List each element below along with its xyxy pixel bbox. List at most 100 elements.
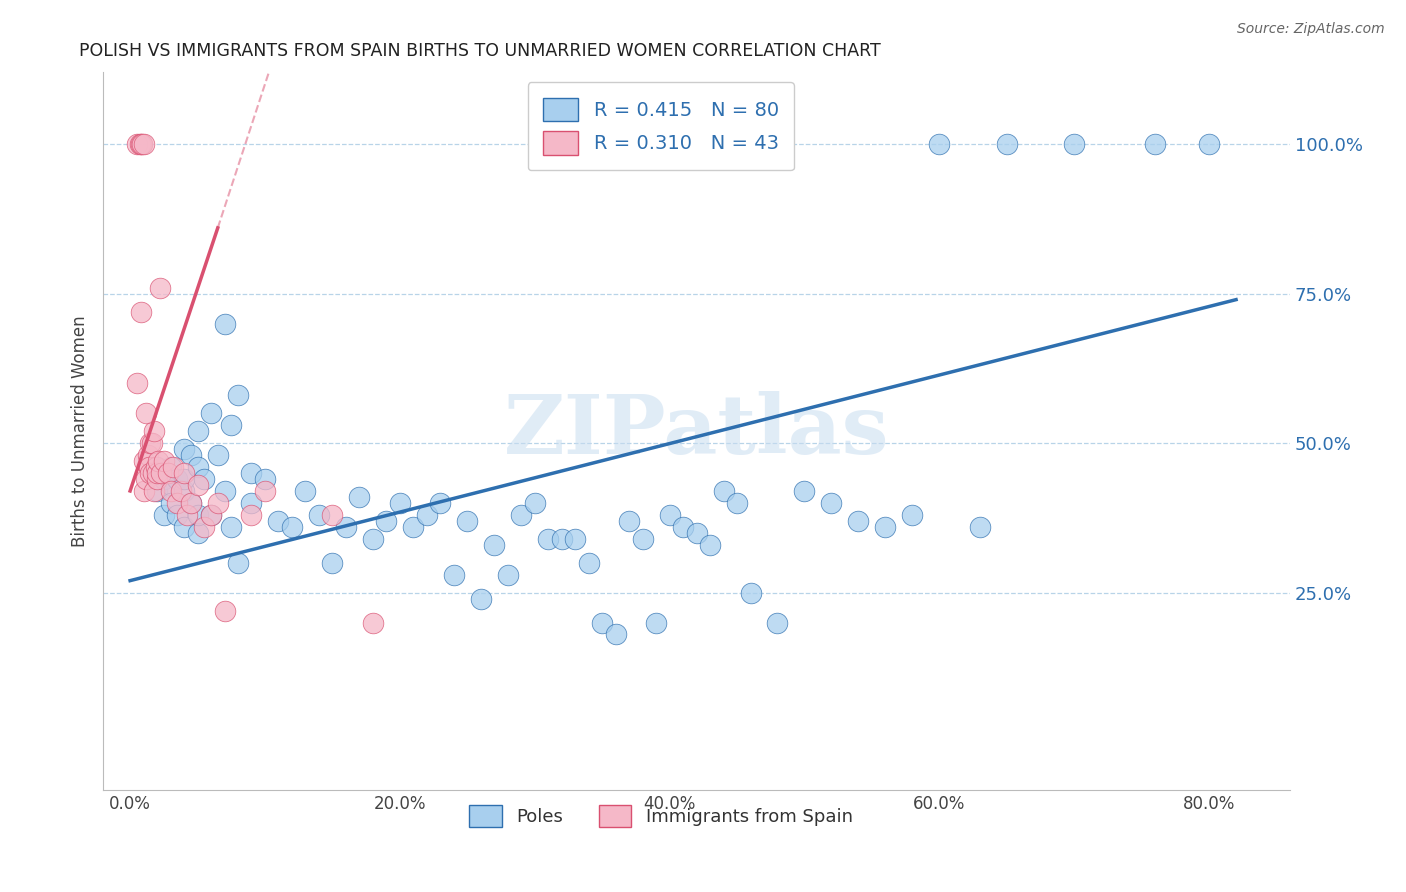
Point [186, 525, 208, 540]
Point [153, 454, 176, 468]
Point [186, 424, 208, 438]
Point [429, 496, 451, 510]
Point [375, 514, 398, 528]
Point [1144, 137, 1167, 152]
Point [484, 538, 506, 552]
Point [725, 496, 748, 510]
Point [159, 478, 181, 492]
Point [207, 448, 229, 462]
Point [820, 496, 842, 510]
Point [470, 591, 492, 606]
Point [388, 496, 411, 510]
Point [143, 483, 166, 498]
Point [226, 388, 249, 402]
Point [136, 448, 159, 462]
Point [901, 508, 924, 522]
Point [146, 472, 169, 486]
Point [186, 460, 208, 475]
Point [214, 483, 236, 498]
Point [162, 460, 184, 475]
Point [672, 520, 695, 534]
Point [766, 615, 789, 630]
Point [253, 472, 276, 486]
Point [214, 603, 236, 617]
Y-axis label: Births to Unmarried Women: Births to Unmarried Women [72, 316, 89, 547]
Point [537, 532, 560, 546]
Point [159, 483, 181, 498]
Point [591, 615, 613, 630]
Point [166, 472, 188, 486]
Point [713, 483, 735, 498]
Point [617, 514, 640, 528]
Point [146, 483, 169, 498]
Point [496, 567, 519, 582]
Point [645, 615, 668, 630]
Point [135, 406, 157, 420]
Point [159, 460, 181, 475]
Point [132, 483, 155, 498]
Point [180, 496, 202, 510]
Point [129, 137, 152, 152]
Point [240, 466, 263, 480]
Point [658, 508, 681, 522]
Point [125, 376, 148, 391]
Point [308, 508, 330, 522]
Point [176, 508, 198, 522]
Point [219, 418, 242, 433]
Point [125, 137, 148, 152]
Point [173, 520, 195, 534]
Point [166, 508, 188, 522]
Point [523, 496, 546, 510]
Point [928, 137, 950, 152]
Point [969, 520, 991, 534]
Point [240, 508, 263, 522]
Point [631, 532, 654, 546]
Point [149, 281, 172, 295]
Point [173, 483, 195, 498]
Point [699, 538, 721, 552]
Point [281, 520, 304, 534]
Point [128, 137, 150, 152]
Point [173, 472, 195, 486]
Point [186, 508, 208, 522]
Point [153, 472, 176, 486]
Point [349, 490, 371, 504]
Point [138, 460, 160, 475]
Point [1063, 137, 1085, 152]
Point [180, 496, 202, 510]
Point [143, 424, 166, 438]
Point [139, 436, 162, 450]
Point [267, 514, 290, 528]
Text: POLISH VS IMMIGRANTS FROM SPAIN BIRTHS TO UNMARRIED WOMEN CORRELATION CHART: POLISH VS IMMIGRANTS FROM SPAIN BIRTHS T… [79, 42, 882, 60]
Point [186, 478, 208, 492]
Text: Source: ZipAtlas.com: Source: ZipAtlas.com [1237, 22, 1385, 37]
Point [131, 137, 153, 152]
Point [132, 454, 155, 468]
Point [416, 508, 439, 522]
Point [141, 436, 163, 450]
Point [180, 448, 202, 462]
Point [848, 514, 870, 528]
Point [193, 472, 215, 486]
Point [132, 137, 155, 152]
Point [200, 508, 222, 522]
Point [146, 460, 169, 475]
Point [173, 466, 195, 480]
Point [170, 483, 193, 498]
Point [145, 460, 167, 475]
Point [135, 472, 157, 486]
Legend: Poles, Immigrants from Spain: Poles, Immigrants from Spain [461, 798, 860, 835]
Point [294, 483, 316, 498]
Point [551, 532, 574, 546]
Point [361, 615, 384, 630]
Point [456, 514, 478, 528]
Point [321, 508, 343, 522]
Point [240, 496, 263, 510]
Point [361, 532, 384, 546]
Point [510, 508, 533, 522]
Point [564, 532, 586, 546]
Point [578, 556, 600, 570]
Point [402, 520, 425, 534]
Point [740, 585, 762, 599]
Point [200, 406, 222, 420]
